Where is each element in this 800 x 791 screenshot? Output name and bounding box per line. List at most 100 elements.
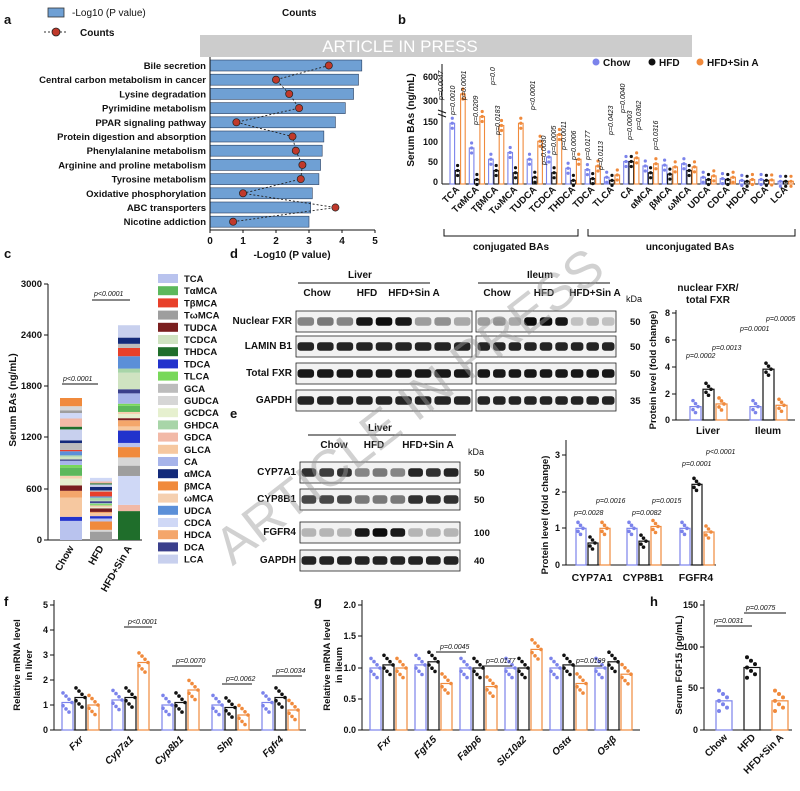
blot-band — [375, 369, 393, 378]
pathway-label: Bile secretion — [144, 61, 206, 72]
point — [693, 410, 698, 415]
ba-dot — [596, 164, 600, 168]
point — [414, 666, 418, 670]
stack-segment — [60, 464, 82, 468]
ba-dot — [663, 168, 667, 172]
ba-dot — [635, 156, 639, 160]
blot-band — [425, 528, 441, 537]
legend-swatch — [158, 432, 178, 442]
stack-segment — [60, 426, 82, 430]
point — [77, 702, 81, 706]
point — [475, 659, 479, 664]
ba-dot — [508, 145, 512, 150]
stack-segment — [60, 443, 82, 450]
panel-label-d: d — [230, 246, 238, 261]
blot-band — [555, 317, 568, 326]
stack-segment — [90, 529, 112, 532]
bar — [369, 667, 382, 731]
point — [651, 527, 655, 532]
pvalue: p=0.0002 — [685, 353, 715, 360]
point — [127, 702, 131, 706]
xcat: Liver — [696, 426, 720, 437]
point — [283, 695, 287, 700]
blot-band — [508, 396, 522, 405]
tick-label: 0 — [555, 560, 560, 570]
tick-label: 3 — [306, 236, 312, 247]
point — [639, 533, 643, 537]
pvalue: p<0.0001 — [705, 449, 735, 456]
bar — [638, 540, 650, 566]
bar — [414, 664, 427, 731]
blot-band — [408, 495, 423, 504]
point — [558, 666, 562, 670]
ba-dot — [635, 151, 639, 155]
ba-pvalue: p=0.0001 — [461, 71, 468, 101]
ba-dot — [682, 162, 686, 166]
point — [77, 689, 81, 693]
ba-dot — [547, 155, 551, 159]
pathway-bar — [209, 144, 323, 157]
tick-label: 4 — [665, 362, 670, 372]
ba-dot — [585, 173, 590, 177]
point — [533, 654, 537, 658]
point — [449, 681, 453, 686]
stack-segment — [118, 447, 140, 458]
point — [420, 659, 424, 664]
tick-label: 3000 — [21, 279, 42, 290]
point — [237, 703, 241, 708]
tick-label: 1 — [240, 236, 246, 247]
stack-segment — [118, 403, 140, 406]
point — [536, 657, 540, 661]
pathway-bars: Bile secretion Central carbon metabolism … — [39, 59, 363, 228]
legend-bar-swatch — [47, 7, 65, 18]
ba-dot — [475, 177, 479, 182]
blot-band — [354, 528, 370, 537]
point — [627, 529, 631, 534]
bar — [261, 701, 274, 731]
bar — [211, 704, 224, 731]
bar — [187, 689, 200, 731]
point — [753, 662, 757, 667]
point — [581, 526, 585, 531]
blot-band — [586, 342, 599, 351]
legend-label: CA — [184, 457, 198, 468]
point — [217, 712, 221, 717]
pathway-bar — [209, 201, 311, 214]
ba-dot — [770, 173, 774, 177]
point — [240, 706, 244, 711]
point — [274, 686, 278, 690]
bar — [530, 648, 543, 731]
point — [629, 523, 634, 528]
pvalue: p=0.0001 — [739, 326, 769, 333]
point — [704, 524, 708, 528]
point — [70, 700, 74, 705]
point — [93, 700, 97, 704]
ba-dot — [489, 152, 493, 156]
panel-f-ylabel-1: Relative mRNA level — [12, 619, 23, 711]
blot-band — [317, 369, 334, 378]
ba-dot — [470, 146, 474, 150]
ba-dot — [701, 175, 705, 179]
point — [629, 532, 634, 537]
panel-e-blots: CYP7A1 50 CYP8B1 50 FGFR4 100 GAPDH 40 — [257, 461, 490, 572]
stack-segment — [90, 516, 112, 519]
blot-band — [443, 528, 459, 537]
point — [446, 678, 450, 683]
tick-label: 5 — [372, 236, 378, 247]
pathway-bar — [209, 73, 359, 86]
pvalue: p=0.0177 — [485, 658, 516, 665]
point — [427, 650, 431, 654]
panel-d-groups: Chow HFD HFD+Sin A Chow HFD HFD+Sin A — [303, 288, 620, 299]
stack-segment — [118, 343, 140, 348]
point — [293, 717, 297, 722]
ba-dot — [687, 163, 691, 168]
tick-label: 0 — [37, 535, 42, 546]
blot-band — [425, 468, 441, 477]
point — [485, 675, 489, 679]
blot-size: 50 — [474, 495, 485, 506]
ba-pvalue: p=0.0113 — [598, 141, 605, 171]
point — [627, 520, 631, 525]
legend-chow-dot — [592, 58, 600, 66]
blot-band — [336, 369, 354, 378]
point — [277, 689, 281, 693]
